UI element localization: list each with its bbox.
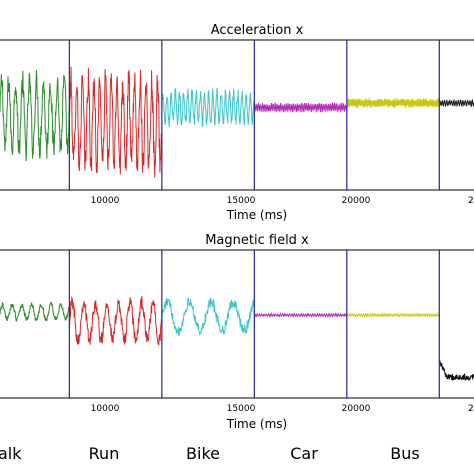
- x-tick-label: 20000: [342, 196, 371, 206]
- x-tick-label: 15000: [227, 404, 256, 414]
- x-tick-label: 20000: [342, 404, 371, 414]
- series-line: [161, 297, 255, 336]
- series-line: [253, 102, 348, 114]
- series-line: [68, 66, 163, 178]
- series-line: [438, 98, 474, 108]
- plot-frame: [0, 39, 474, 191]
- series-line: [0, 69, 70, 162]
- chart-title: Magnetic field x: [205, 233, 309, 248]
- chart-title: Acceleration x: [211, 23, 304, 38]
- series-line: [438, 359, 474, 382]
- mode-label-bike: Bike: [186, 444, 220, 463]
- plot-area: [0, 250, 474, 398]
- x-tick-label: 10000: [91, 404, 120, 414]
- x-tick-label: 10000: [91, 196, 120, 206]
- series-line: [68, 295, 163, 346]
- mode-label-car: Car: [290, 444, 318, 463]
- x-axis-label: Time (ms): [226, 417, 288, 431]
- x-tick-label: 25: [468, 404, 474, 414]
- x-tick-label: 15000: [227, 196, 256, 206]
- series-line: [161, 87, 255, 128]
- x-axis-label: Time (ms): [226, 208, 288, 222]
- series-line: [346, 311, 440, 319]
- series-line: [346, 98, 440, 108]
- mode-label-walk: alk: [0, 444, 22, 463]
- mode-labels: alk Run Bike Car Bus: [0, 444, 420, 463]
- plot-area: [0, 40, 474, 190]
- plot-frame: [0, 249, 474, 399]
- panel-acceleration-x: Acceleration x 10000 15000 20000 25 Time…: [0, 23, 474, 222]
- series-line: [0, 301, 70, 322]
- series-line: [253, 311, 348, 319]
- mode-label-run: Run: [89, 444, 120, 463]
- mode-label-bus: Bus: [390, 444, 419, 463]
- x-tick-label: 25: [468, 196, 474, 206]
- panel-magnetic-field-x: Magnetic field x 10000 15000 20000 25 Ti…: [0, 233, 474, 431]
